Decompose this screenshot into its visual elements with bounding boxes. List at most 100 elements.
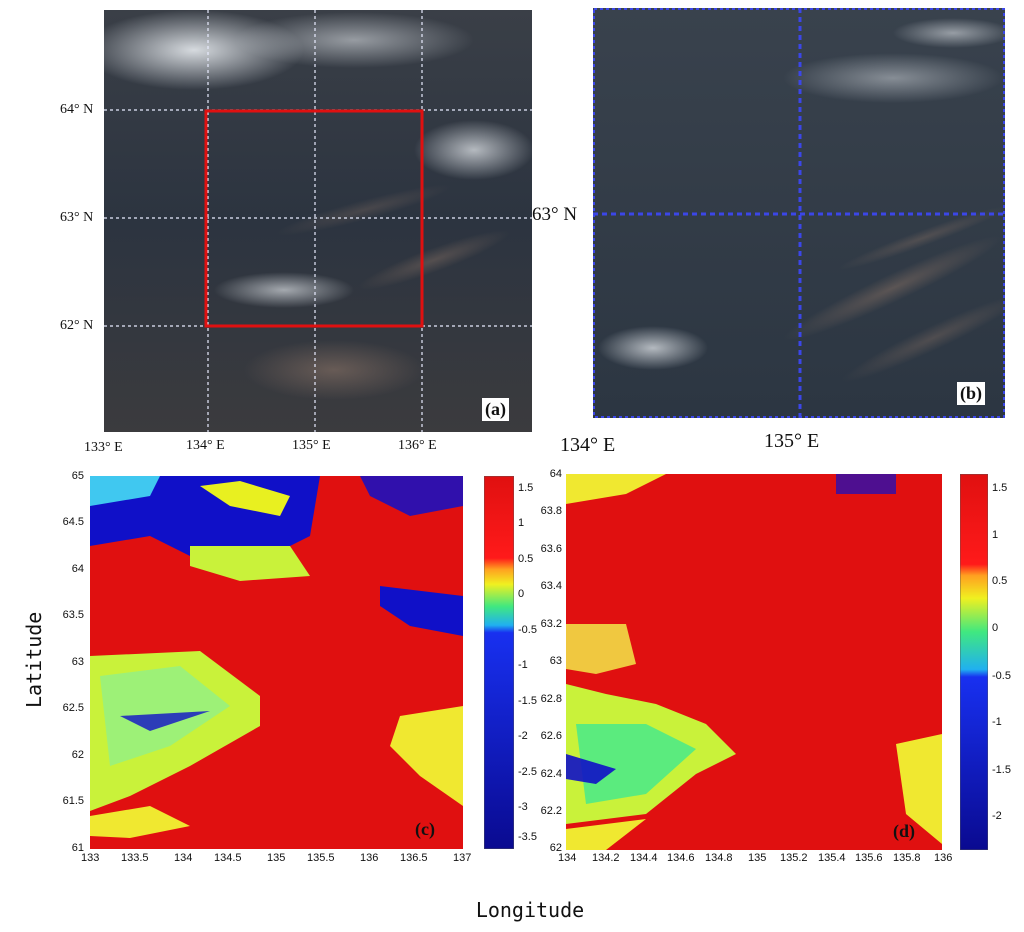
- x-tick: 134.4: [630, 852, 658, 864]
- index-region: [90, 476, 160, 506]
- y-tick: 61.5: [62, 795, 84, 807]
- index-region: [566, 624, 636, 674]
- colorbar-ticks-d: 1.5 1 0.5 0 -0.5 -1 -1.5 -2: [992, 474, 1022, 850]
- colorbar-tick: 1.5: [518, 482, 534, 494]
- x-tick: 133: [81, 852, 100, 864]
- y-tick: 62.6: [540, 730, 562, 742]
- colorbar-tick: 0: [518, 588, 525, 600]
- y-tick: 64.5: [62, 516, 84, 528]
- satellite-image-a: [104, 10, 532, 432]
- colorbar-tick: 0.5: [518, 553, 534, 565]
- y-tick: 62.5: [62, 702, 84, 714]
- index-region: [200, 481, 290, 516]
- colorbar-tick: 0.5: [992, 575, 1008, 587]
- panel-tag-a: (a): [482, 398, 509, 421]
- y-tick: 62: [71, 749, 84, 761]
- x-tick: 137: [453, 852, 472, 864]
- index-map-c: [90, 476, 463, 849]
- lat-label-63n-b: 63° N: [532, 204, 578, 225]
- x-tick: 135: [748, 852, 767, 864]
- colorbar-tick: -1: [518, 659, 528, 671]
- colorbar-tick: -0.5: [518, 624, 537, 636]
- index-region: [190, 546, 310, 581]
- lon-label-133e: 133° E: [84, 440, 123, 455]
- x-tick: 134.5: [214, 852, 242, 864]
- colorbar-tick: -2.5: [518, 766, 537, 778]
- x-axis-label: Longitude: [460, 898, 600, 922]
- y-tick: 62.2: [540, 805, 562, 817]
- index-region: [896, 734, 942, 844]
- index-region: [566, 754, 616, 784]
- lon-label-136e: 136° E: [398, 438, 437, 453]
- y-tick: 63.5: [62, 609, 84, 621]
- index-region: [390, 706, 463, 806]
- y-axis-label-text: Latitude: [22, 611, 46, 708]
- colorbar-ticks-c: 1.5 1 0.5 0 -0.5 -1 -1.5 -2 -2.5 -3 -3.5: [518, 476, 548, 849]
- colorbar-tick: 1.5: [992, 482, 1008, 494]
- highlight-box: [204, 109, 424, 328]
- smoke-plume: [358, 230, 510, 290]
- colorbar-gradient-c: [484, 476, 514, 849]
- index-region: [120, 711, 210, 731]
- panel-d-map: (d): [566, 474, 942, 850]
- y-tick: 64: [71, 563, 84, 575]
- x-tick: 135.8: [893, 852, 921, 864]
- satellite-image-b: [593, 8, 1005, 418]
- x-tick: 135.2: [780, 852, 808, 864]
- y-axis-label: Latitude: [22, 612, 48, 708]
- x-tick: 134: [558, 852, 577, 864]
- y-tick: 63.4: [540, 580, 562, 592]
- colorbar-tick: -2: [992, 810, 1002, 822]
- index-region: [90, 806, 190, 838]
- panel-a: (a): [104, 10, 532, 432]
- lat-label-63n: 63° N: [60, 210, 94, 225]
- panel-tag-b: (b): [957, 382, 985, 405]
- x-axis-c: 133 133.5 134 134.5 135 135.5 136 136.5 …: [81, 852, 471, 866]
- cloud-shape: [893, 18, 1005, 48]
- y-tick: 61: [71, 842, 84, 854]
- colorbar-tick: -3: [518, 801, 528, 813]
- x-axis-d: 134 134.2 134.4 134.6 134.8 135 135.2 13…: [558, 852, 952, 866]
- index-region: [380, 586, 463, 636]
- x-tick: 135.5: [307, 852, 335, 864]
- colorbar-tick: -1.5: [992, 764, 1011, 776]
- x-tick: 133.5: [121, 852, 149, 864]
- y-tick: 63: [549, 655, 562, 667]
- index-region: [836, 474, 896, 494]
- colorbar-gradient-d: [960, 474, 988, 850]
- smoke-plume: [244, 340, 424, 400]
- x-tick: 134.8: [705, 852, 733, 864]
- x-tick: 134.2: [592, 852, 620, 864]
- x-tick: 136.5: [400, 852, 428, 864]
- panel-tag-d: (d): [893, 821, 915, 841]
- lat-label-62n: 62° N: [60, 318, 94, 333]
- index-region: [566, 474, 666, 504]
- index-region: [360, 476, 463, 516]
- cloud-shape: [414, 120, 532, 180]
- x-tick: 134.6: [667, 852, 695, 864]
- colorbar-tick: 1: [518, 517, 525, 529]
- colorbar-d: [960, 474, 988, 850]
- y-tick: 64: [549, 468, 562, 480]
- smoke-plume: [784, 235, 1002, 341]
- cloud-shape: [598, 326, 708, 370]
- colorbar-tick: -1: [992, 716, 1002, 728]
- cloud-shape: [783, 53, 1003, 103]
- panel-b: (b): [593, 8, 1005, 418]
- lat-label-64n: 64° N: [60, 102, 94, 117]
- y-tick: 63.8: [540, 505, 562, 517]
- y-tick: 62: [549, 842, 562, 854]
- y-tick: 63.6: [540, 543, 562, 555]
- cloud-shape: [214, 272, 354, 308]
- index-region: [576, 724, 696, 804]
- x-tick: 135.6: [855, 852, 883, 864]
- colorbar-tick: -0.5: [992, 670, 1011, 682]
- index-map-d: [566, 474, 942, 850]
- y-tick: 62.4: [540, 768, 562, 780]
- y-axis-c: 65 64.5 64 63.5 63 62.5 62 61.5 61: [50, 470, 86, 855]
- smoke-plume: [277, 184, 451, 236]
- x-axis-label-text: Longitude: [475, 898, 585, 922]
- x-tick: 136: [360, 852, 379, 864]
- panel-tag-c: (c): [415, 819, 435, 839]
- x-tick: 135.4: [818, 852, 846, 864]
